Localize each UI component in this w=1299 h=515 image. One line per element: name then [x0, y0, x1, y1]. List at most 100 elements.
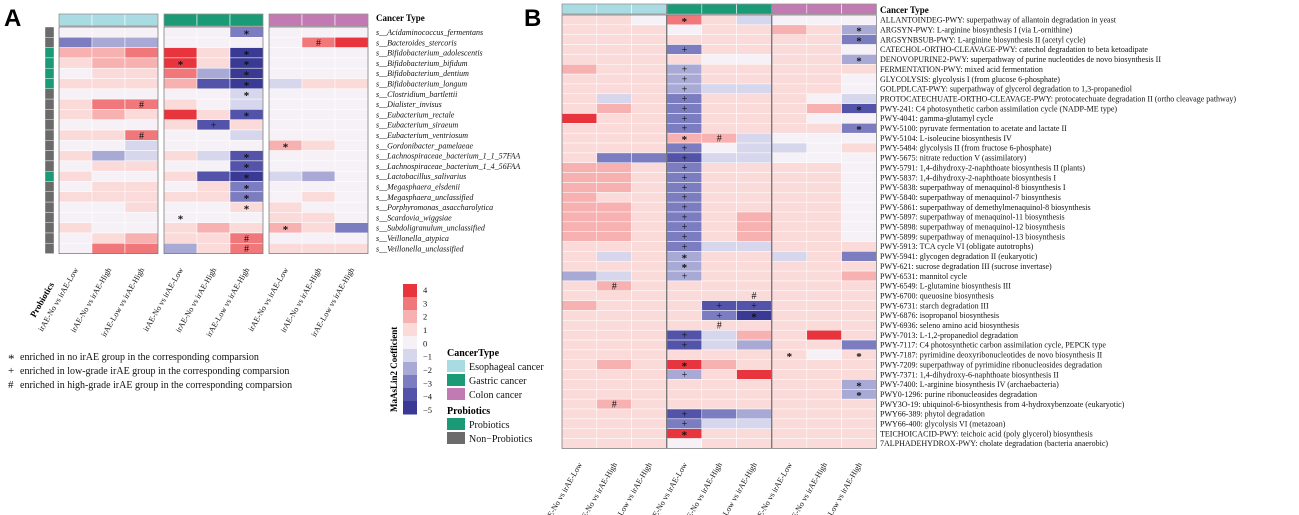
- b-cell: [736, 428, 772, 439]
- a-row-label: s__Bifidobacterium_dentium: [376, 69, 469, 78]
- a-cell: [124, 88, 159, 100]
- colorbar: 4 3 2 1 0 −1 −2 −3 −4 −5: [403, 284, 433, 415]
- a-cell: [301, 57, 336, 69]
- a-cell: [163, 37, 198, 48]
- b-cell: [561, 221, 598, 232]
- b-row-label: PWY-5897: superpathway of menaquinol-11 …: [880, 213, 1065, 222]
- b-cell: [701, 349, 737, 360]
- a-cell: [58, 26, 93, 38]
- b-cancer-bar: [561, 3, 598, 15]
- b-cell: [561, 103, 598, 114]
- b-row-label: DENOVOPURINE2-PWY: superpathway of purin…: [880, 55, 1161, 64]
- b-cell: [806, 349, 842, 360]
- b-cell: [736, 162, 772, 173]
- b-cell: [561, 113, 598, 124]
- probiotic-indicator: [44, 78, 55, 90]
- b-plus-mark: +: [682, 74, 688, 85]
- b-cell: [561, 398, 598, 410]
- b-plus-mark: +: [682, 232, 688, 243]
- b-cell: [701, 162, 737, 173]
- b-cell: [806, 172, 842, 183]
- b-plus-mark: +: [751, 301, 757, 312]
- a-cell: [268, 212, 303, 223]
- a-cell: [334, 243, 369, 254]
- probiotic-indicator: [44, 232, 55, 244]
- b-cell: [596, 192, 632, 203]
- b-cell: [841, 162, 877, 173]
- probiotic-indicator: [44, 57, 55, 69]
- b-cell: [841, 201, 877, 213]
- a-asterisk-mark: *: [244, 111, 250, 123]
- a-row-label: s__Veillonella_unclassified: [376, 244, 465, 253]
- b-cancer-bar: [701, 3, 737, 15]
- b-cell: [806, 44, 842, 55]
- b-cell: [806, 438, 842, 449]
- b-row-label: GOLPDLCAT-PWY: superpathway of glycerol …: [880, 85, 1133, 94]
- b-cell: [596, 359, 632, 370]
- b-cell: [841, 428, 877, 439]
- a-cell: [58, 181, 93, 193]
- a-cell: [196, 78, 231, 90]
- b-plus-mark: +: [682, 183, 688, 194]
- a-cell: [334, 170, 369, 182]
- b-cell: [771, 152, 808, 163]
- b-cell: [596, 300, 632, 311]
- a-cell: [124, 201, 159, 213]
- b-cell: [841, 231, 877, 242]
- b-plus-mark: +: [682, 114, 688, 125]
- a-cell: [124, 160, 159, 172]
- b-cell: [701, 192, 737, 203]
- b-cancer-bar: [841, 3, 877, 15]
- a-cell: [58, 129, 93, 141]
- b-cell: [631, 320, 667, 331]
- b-cell: [806, 113, 842, 124]
- b-cell: [561, 93, 598, 104]
- panel-b-label: B: [524, 5, 541, 32]
- b-cell: [736, 93, 772, 104]
- panel-b: B Cancer Type ***+*+++++ *++ ** #++++++++++…: [524, 3, 1236, 515]
- a-cell: [268, 160, 303, 172]
- b-cell: [561, 24, 598, 35]
- a-cell: [268, 181, 303, 193]
- a-cell: [58, 191, 93, 203]
- b-cell: [561, 123, 598, 134]
- a-row-label: s__Bacteroides_stercoris: [376, 38, 457, 47]
- a-cell: [196, 57, 231, 69]
- panel-b-pathway-labels: ALLANTOINDEG-PWY: superpathway of allant…: [880, 16, 1236, 449]
- b-cell: [596, 379, 632, 390]
- b-cell: [806, 24, 842, 35]
- b-cell: [701, 261, 737, 272]
- b-cell: [841, 182, 877, 193]
- a-row-label: s__Lachnospiraceae_bacterium_1_1_57FAA: [376, 152, 520, 161]
- a-cell: [196, 150, 231, 162]
- b-cell: [631, 290, 667, 301]
- b-cell: [631, 280, 667, 292]
- b-row-label: ALLANTOINDEG-PWY: superpathway of allant…: [880, 16, 1117, 25]
- a-cell: [229, 140, 264, 151]
- b-hash-mark: #: [717, 134, 722, 145]
- a-cell: [124, 119, 159, 131]
- b-cell: [806, 83, 842, 95]
- b-row-label: PWY66-400: glycolysis VI (metazoan): [880, 420, 1006, 429]
- a-cell: [163, 109, 198, 120]
- b-cell: [806, 369, 842, 380]
- a-hash-mark: #: [139, 131, 144, 142]
- b-cell: [806, 359, 842, 370]
- a-cell: [268, 129, 303, 141]
- b-cell: [596, 418, 632, 429]
- b-cell: [631, 103, 667, 114]
- b-cell: [561, 408, 598, 420]
- b-cell: [806, 64, 842, 75]
- b-row-label: CATECHOL-ORTHO-CLEAVAGE-PWY: catechol de…: [880, 45, 1148, 54]
- a-row-label: s__Scardovia_wiggsiae: [376, 213, 452, 222]
- a-cell: [58, 222, 93, 234]
- b-cell: [701, 172, 737, 183]
- b-cell: [596, 369, 632, 380]
- colorbar-tick: 0: [423, 338, 427, 348]
- b-cell: [841, 142, 877, 154]
- b-cell: [701, 290, 737, 301]
- b-cell: [806, 320, 842, 331]
- b-cell: [701, 339, 737, 351]
- a-cell: [334, 37, 369, 48]
- b-row-label: FERMENTATION-PWY: mixed acid fermentatio…: [880, 65, 1043, 74]
